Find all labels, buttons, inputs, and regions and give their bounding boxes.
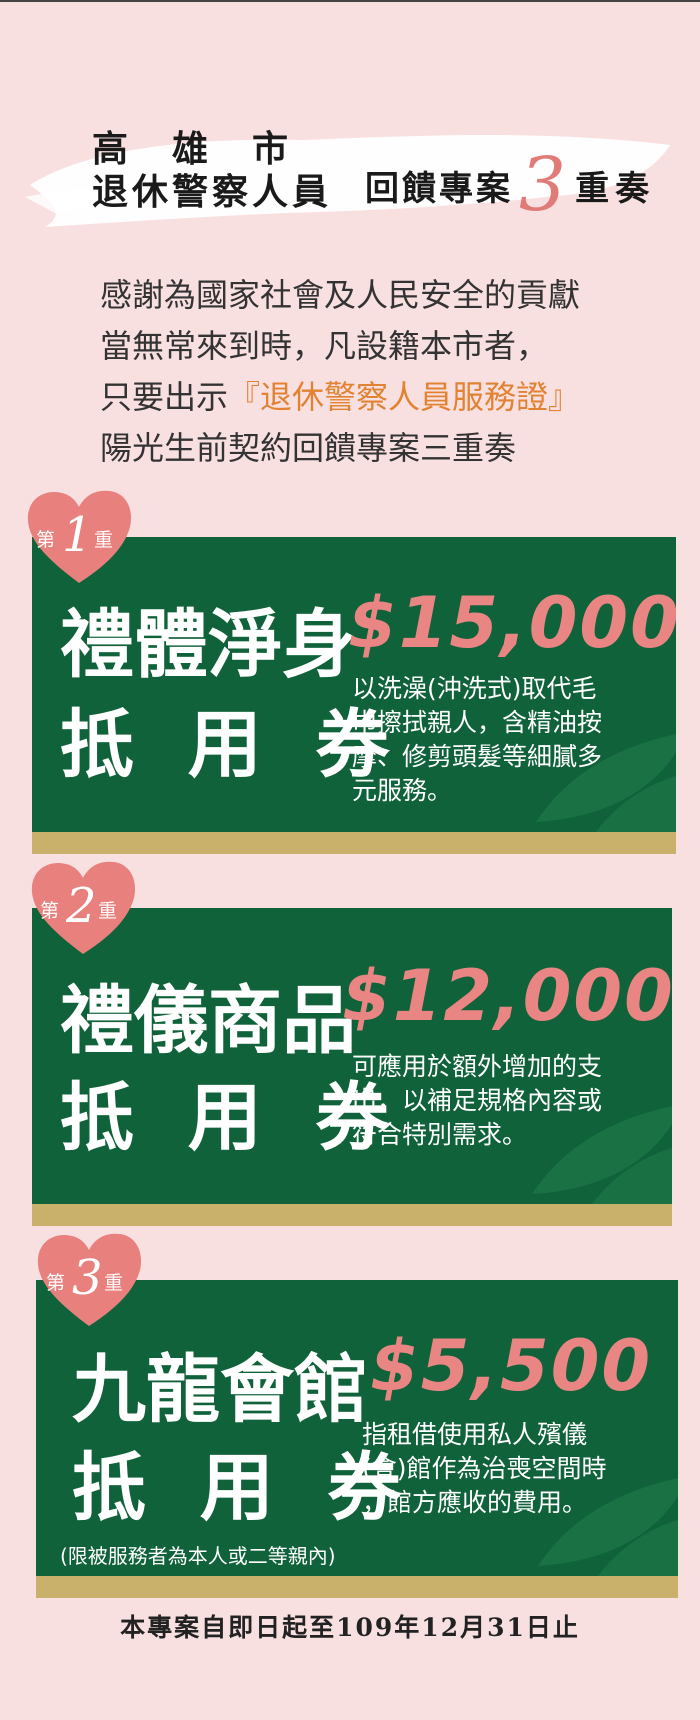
brush-stroke-background xyxy=(25,135,670,227)
badge-2-number: 2 xyxy=(66,878,97,934)
header-number: 3 xyxy=(519,142,570,228)
header-program: 回饋專案 xyxy=(365,169,513,209)
header-city: 高雄市 xyxy=(92,128,333,170)
badge-1-prefix: 第 xyxy=(36,529,56,551)
leaf-decoration xyxy=(532,1106,672,1204)
card-1-price: $15,000 xyxy=(348,582,676,664)
badge-1-number: 1 xyxy=(62,507,93,563)
badge-1-suffix: 重 xyxy=(94,529,114,551)
card-3-note: (限被服務者為本人或二等親內) xyxy=(60,1544,336,1568)
top-border xyxy=(0,0,700,2)
badge-3-suffix: 重 xyxy=(104,1272,124,1294)
card-2-price: $12,000 xyxy=(342,955,672,1037)
intro-line-3-prefix: 只要出示 xyxy=(100,378,229,416)
header-tail: 重奏 xyxy=(575,169,656,209)
leaf-decoration xyxy=(538,1478,678,1576)
card-3-description: 指租借使用私人殯儀 (會)館作為治喪空間時 ，館方應收的費用。 xyxy=(362,1420,607,1517)
card-2-description: 可應用於額外增加的支 出，以補足規格內容或 符合特別需求。 xyxy=(352,1052,603,1149)
intro-line-3: 只要出示『退休警察人員服務證』 xyxy=(100,372,580,423)
header-group: 退休警察人員 xyxy=(92,171,333,213)
card-3-gold-strip xyxy=(36,1576,678,1598)
card-1-description: 以洗澡(沖洗式)取代毛 巾擦拭親人，含精油按 摩、修剪頭髮等細膩多 元服務。 xyxy=(352,674,603,805)
intro-highlight: 『退休警察人員服務證』 xyxy=(228,378,581,416)
voucher-card-1: 禮體淨身 抵 用 券 $15,000 以洗澡(沖洗式)取代毛 巾擦拭親人，含精油… xyxy=(32,537,676,854)
badge-3-prefix: 第 xyxy=(46,1272,66,1294)
badge-1: 第 1 重 xyxy=(24,487,134,587)
card-2-title-line-1: 禮儀商品 xyxy=(60,978,356,1064)
header-title-left: 高雄市 退休警察人員 xyxy=(92,128,332,214)
card-2-title-line-2: 抵 用 券 xyxy=(60,1075,404,1161)
header-title-right: 回饋專案3 重奏 xyxy=(365,142,655,228)
intro-line-1: 感謝為國家社會及人民安全的貢獻 xyxy=(100,276,581,314)
badge-2-suffix: 重 xyxy=(98,900,118,922)
card-2-gold-strip xyxy=(32,1204,672,1226)
badge-2: 第 2 重 xyxy=(28,858,138,958)
badge-3: 第 3 重 xyxy=(34,1230,144,1330)
voucher-card-3: 九龍會館 抵 用 券 $5,500 指租借使用私人殯儀 (會)館作為治喪空間時 … xyxy=(36,1280,678,1598)
badge-3-number: 3 xyxy=(72,1250,103,1306)
card-3-title-line-1: 九龍會館 xyxy=(72,1347,368,1433)
footer-validity: 本專案自即日起至109年12月31日止 xyxy=(120,1613,580,1642)
voucher-card-2: 禮儀商品 抵 用 券 $12,000 可應用於額外增加的支 出，以補足規格內容或… xyxy=(32,908,672,1226)
card-1-gold-strip xyxy=(32,832,676,854)
intro-text: 感謝為國家社會及人民安全的貢獻 當無常來到時，凡設籍本市者， 只要出示『退休警察… xyxy=(100,270,580,474)
heart-icon xyxy=(27,490,132,583)
badge-2-prefix: 第 xyxy=(40,900,60,922)
card-1-title-line-2: 抵 用 券 xyxy=(60,702,404,788)
card-3-title-line-2: 抵 用 券 xyxy=(72,1445,416,1531)
card-1-title-line-1: 禮體淨身 xyxy=(60,602,356,688)
heart-icon xyxy=(37,1233,142,1326)
card-3-price: $5,500 xyxy=(370,1325,653,1407)
intro-line-4: 陽光生前契約回饋專案三重奏 xyxy=(100,429,517,467)
leaf-decoration xyxy=(536,734,676,832)
heart-icon xyxy=(31,861,136,954)
intro-line-2: 當無常來到時，凡設籍本市者， xyxy=(100,327,549,365)
